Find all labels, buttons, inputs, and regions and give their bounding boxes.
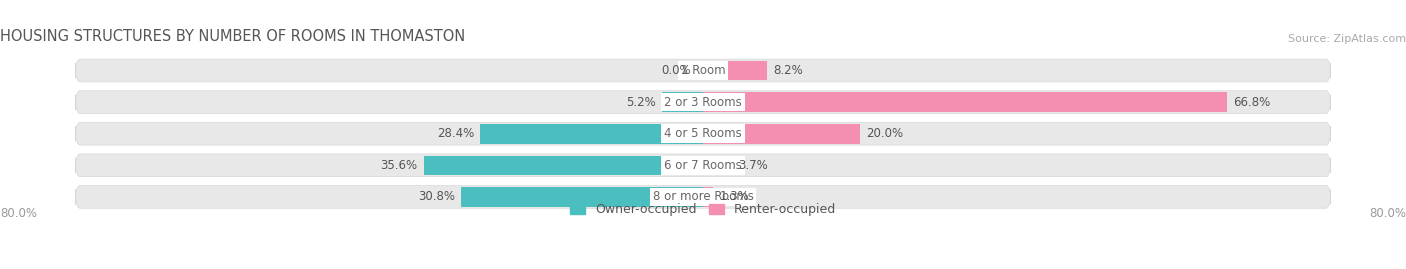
Text: 0.0%: 0.0% — [662, 64, 692, 77]
Text: 2 or 3 Rooms: 2 or 3 Rooms — [664, 95, 742, 109]
Bar — [662, 92, 703, 112]
Bar — [461, 187, 703, 207]
Bar — [703, 124, 860, 143]
Legend: Owner-occupied, Renter-occupied: Owner-occupied, Renter-occupied — [569, 203, 837, 216]
Text: 80.0%: 80.0% — [0, 207, 37, 220]
Text: 80.0%: 80.0% — [1369, 207, 1406, 220]
FancyBboxPatch shape — [76, 91, 1330, 114]
Text: 4 or 5 Rooms: 4 or 5 Rooms — [664, 127, 742, 140]
Text: 30.8%: 30.8% — [418, 190, 456, 203]
Bar — [703, 187, 713, 207]
Text: 28.4%: 28.4% — [437, 127, 474, 140]
Text: 6 or 7 Rooms: 6 or 7 Rooms — [664, 159, 742, 172]
Text: 5.2%: 5.2% — [626, 95, 657, 109]
Text: 1.3%: 1.3% — [720, 190, 749, 203]
FancyBboxPatch shape — [76, 122, 1330, 145]
FancyBboxPatch shape — [76, 59, 1330, 82]
Text: 1 Room: 1 Room — [681, 64, 725, 77]
Bar — [703, 155, 733, 175]
Text: 8 or more Rooms: 8 or more Rooms — [652, 190, 754, 203]
FancyBboxPatch shape — [76, 186, 1330, 208]
Text: 20.0%: 20.0% — [866, 127, 903, 140]
Text: HOUSING STRUCTURES BY NUMBER OF ROOMS IN THOMASTON: HOUSING STRUCTURES BY NUMBER OF ROOMS IN… — [0, 29, 465, 44]
FancyBboxPatch shape — [76, 154, 1330, 177]
Text: Source: ZipAtlas.com: Source: ZipAtlas.com — [1288, 34, 1406, 44]
Text: 3.7%: 3.7% — [738, 159, 768, 172]
Bar — [703, 61, 768, 80]
Bar — [703, 92, 1227, 112]
Text: 66.8%: 66.8% — [1233, 95, 1271, 109]
Bar — [423, 155, 703, 175]
Text: 35.6%: 35.6% — [380, 159, 418, 172]
Text: 8.2%: 8.2% — [773, 64, 803, 77]
Bar — [481, 124, 703, 143]
